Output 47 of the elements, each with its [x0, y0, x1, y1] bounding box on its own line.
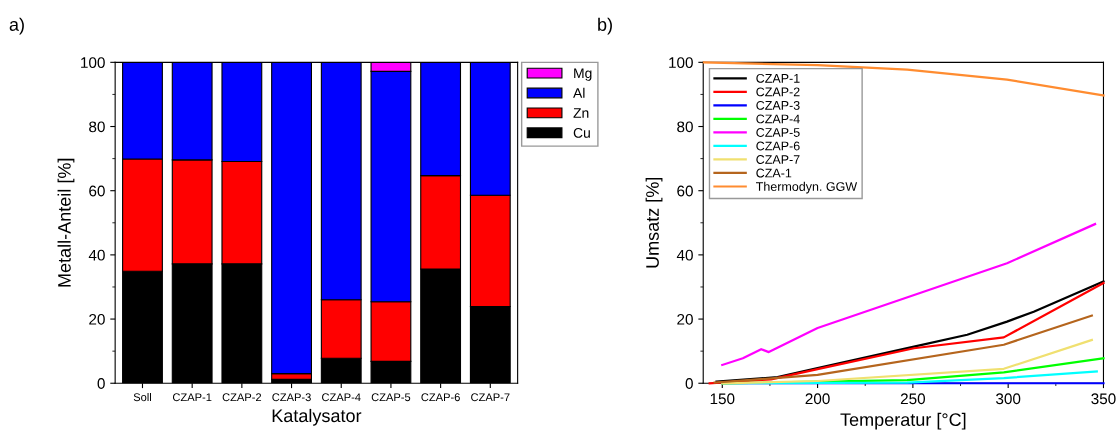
x-tick-label: CZAP-7: [471, 393, 510, 402]
y-tick-label: 80: [677, 121, 693, 133]
legend-label: Mg: [574, 68, 592, 81]
x-tick-label: CZAP-3: [272, 393, 311, 402]
line-series: [721, 338, 1093, 385]
y-axis-title: Umsatz [%]: [645, 177, 663, 268]
legend-label: CZAP-1: [756, 73, 800, 83]
x-tick-label: CZAP-4: [322, 393, 361, 402]
x-axis-title: Katalysator: [272, 408, 362, 426]
legend-label: CZAP-3: [756, 100, 800, 110]
x-tick-label: CZAP-2: [222, 393, 262, 402]
legend-label: Thermodyn. GGW: [756, 181, 858, 194]
y-axis-title: Metall-Anteil [%]: [57, 158, 75, 287]
legend-label: CZAP-7: [756, 155, 800, 164]
y-tick-label: 40: [88, 249, 105, 261]
y-tick-label: 100: [669, 57, 693, 69]
legend-label: CZAP-2: [756, 87, 800, 97]
x-tick-label: Soll: [133, 392, 151, 402]
line-series: [713, 314, 1093, 384]
legend-label: CZAP-4: [756, 114, 800, 124]
text: a): [9, 17, 24, 35]
x-tick-label: 300: [996, 393, 1021, 405]
legend-label: Zn: [573, 108, 589, 118]
y-tick-label: 40: [676, 249, 693, 261]
x-tick-label: 350: [1091, 393, 1116, 405]
legend-label: CZAP-6: [756, 141, 800, 151]
y-tick-label: 0: [685, 378, 693, 389]
y-tick-label: 20: [89, 313, 105, 325]
x-tick-label: 150: [710, 393, 735, 405]
legend-label: Cu: [573, 127, 590, 138]
y-tick-label: 100: [81, 57, 105, 69]
x-tick-label: CZAP-1: [172, 393, 212, 402]
x-tick-label: CZAP-6: [421, 393, 460, 402]
legend-label: CZA-1: [756, 168, 792, 178]
x-tick-label: 250: [900, 393, 926, 405]
x-tick-label: 200: [805, 393, 830, 405]
y-tick-label: 60: [89, 185, 105, 197]
text: b): [598, 17, 612, 35]
x-tick-label: CZAP-5: [371, 393, 411, 402]
y-tick-label: 60: [677, 185, 693, 197]
legend-label: Al: [573, 87, 585, 98]
y-tick-label: 20: [677, 313, 693, 325]
y-tick-label: 0: [97, 378, 105, 389]
line-series: [721, 222, 1097, 367]
y-tick-label: 80: [89, 121, 105, 133]
x-axis-title: Temperatur [°C]: [840, 412, 966, 430]
legend-label: CZAP-5: [756, 128, 800, 137]
